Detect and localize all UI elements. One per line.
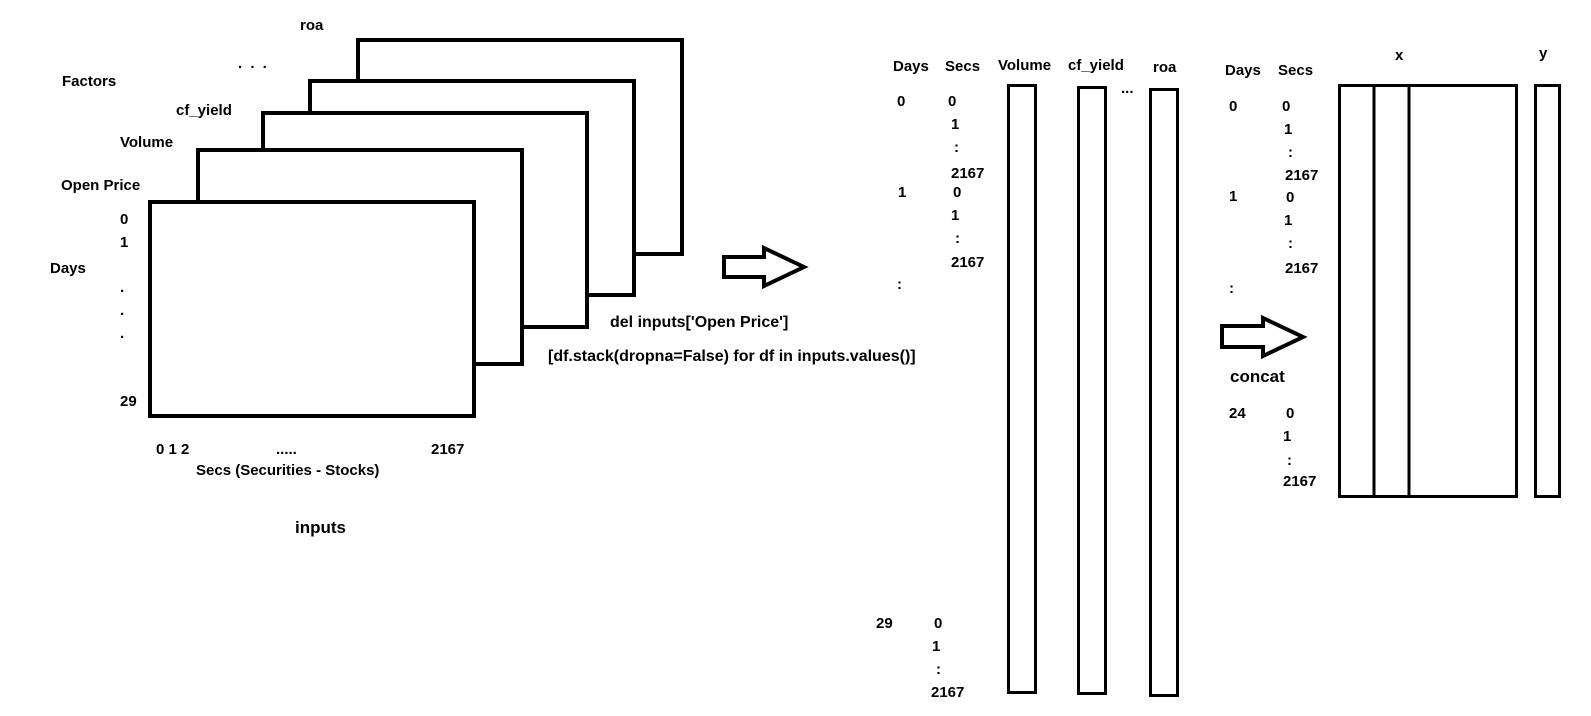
day-tick: . xyxy=(120,325,125,342)
final-sec: 1 xyxy=(1283,428,1292,445)
stacked-sec: : xyxy=(954,139,959,156)
stacked-header-secs: Secs xyxy=(945,58,981,75)
final-sec: 1 xyxy=(1284,212,1293,229)
sec-ticks-end: 2167 xyxy=(431,441,465,458)
arrow-right-icon xyxy=(1220,314,1308,360)
stacked-sec: 0 xyxy=(948,93,957,110)
arrow-right-icon xyxy=(722,244,809,290)
final-sec: : xyxy=(1288,144,1293,161)
stacked-sec: 1 xyxy=(951,207,960,224)
stacked-sec: 2167 xyxy=(951,254,985,271)
final-day: 0 xyxy=(1229,98,1238,115)
roa-column xyxy=(1149,88,1179,697)
final-sec: : xyxy=(1287,452,1292,469)
stacked-day: : xyxy=(897,276,902,293)
stacked-header-days: Days xyxy=(893,58,929,75)
final-sec: 0 xyxy=(1282,98,1291,115)
stacked-header-cf-yield: cf_yield xyxy=(1068,57,1124,74)
final-sec: : xyxy=(1288,235,1293,252)
final-day: 24 xyxy=(1229,405,1246,422)
stacked-sec: 0 xyxy=(953,184,962,201)
final-day: : xyxy=(1229,280,1234,297)
day-tick: 29 xyxy=(120,393,137,410)
sec-ticks-dots: ..... xyxy=(276,441,297,458)
final-day: 1 xyxy=(1229,188,1238,205)
factors-label: Factors xyxy=(62,73,117,90)
stacked-sec: : xyxy=(936,661,941,678)
cf-yield-column xyxy=(1077,86,1107,695)
concat-label: concat xyxy=(1230,367,1285,386)
final-sec: 2167 xyxy=(1283,473,1317,490)
days-label: Days xyxy=(50,260,86,277)
stacked-column-ellipsis: ... xyxy=(1121,80,1134,97)
step1-code-del: del inputs['Open Price'] xyxy=(610,314,789,331)
final-sec: 2167 xyxy=(1285,260,1319,277)
day-tick: . xyxy=(120,279,125,296)
day-tick: . xyxy=(120,302,125,319)
step1-code-stack: [df.stack(dropna=False) for df in inputs… xyxy=(548,348,916,365)
stacked-header-volume: Volume xyxy=(998,57,1052,74)
x-matrix xyxy=(1338,84,1518,498)
y-vector xyxy=(1534,84,1561,498)
final-sec: 1 xyxy=(1284,121,1293,138)
stacked-header-roa: roa xyxy=(1153,59,1177,76)
stacked-day: 1 xyxy=(898,184,907,201)
stacked-sec: 0 xyxy=(934,615,943,632)
frame-open-price xyxy=(148,200,476,418)
final-header-secs: Secs xyxy=(1278,62,1314,79)
layers-ellipsis: . . . xyxy=(238,55,269,72)
x-label: x xyxy=(1395,47,1404,64)
stacked-sec: 1 xyxy=(951,116,960,133)
stacked-sec: 2167 xyxy=(931,684,965,701)
layer-label-roa: roa xyxy=(300,17,324,34)
inputs-caption: inputs xyxy=(295,518,346,537)
secs-label: Secs (Securities - Stocks) xyxy=(196,462,380,479)
layer-label-volume: Volume xyxy=(120,134,174,151)
day-tick: 1 xyxy=(120,234,129,251)
final-sec: 0 xyxy=(1286,189,1295,206)
stacked-sec: : xyxy=(955,230,960,247)
stacked-sec: 2167 xyxy=(951,165,985,182)
y-label: y xyxy=(1539,45,1548,62)
day-tick: 0 xyxy=(120,211,129,228)
sec-ticks-start: 0 1 2 xyxy=(156,441,190,458)
volume-column xyxy=(1007,84,1037,694)
final-sec: 2167 xyxy=(1285,167,1319,184)
layer-label-cf-yield: cf_yield xyxy=(176,102,232,119)
layer-label-open-price: Open Price xyxy=(61,177,141,194)
stacked-sec: 1 xyxy=(932,638,941,655)
final-sec: 0 xyxy=(1286,405,1295,422)
final-header-days: Days xyxy=(1225,62,1261,79)
stacked-day: 0 xyxy=(897,93,906,110)
stacked-day: 29 xyxy=(876,615,893,632)
